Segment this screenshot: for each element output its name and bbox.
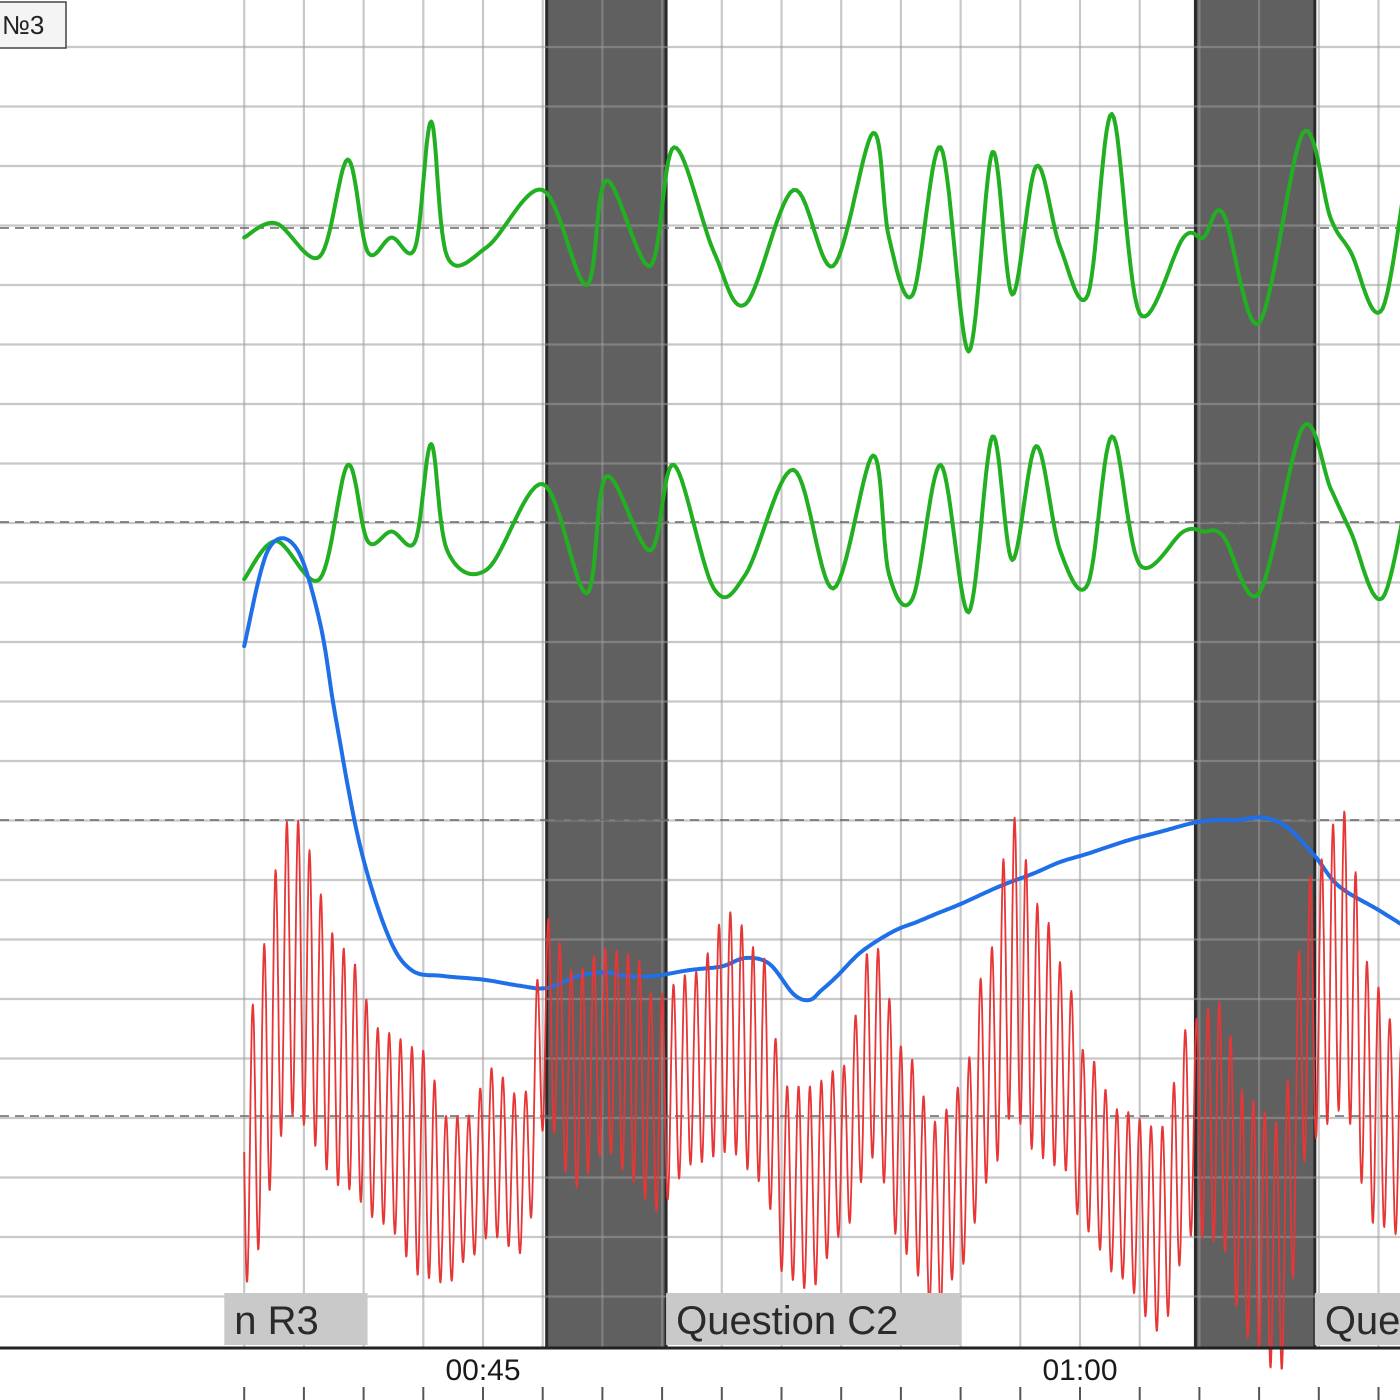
question-label: Question C2 [676, 1299, 898, 1343]
chart-tag: №3 [0, 1, 67, 49]
chart-tag-text: №3 [2, 10, 44, 40]
chart-tag-box [0, 1, 67, 49]
grid [0, 0, 1400, 1348]
series-line [242, 112, 1400, 354]
question-label-box [224, 1293, 368, 1345]
question-label: Question C3 [1325, 1299, 1400, 1343]
series-line [242, 536, 1400, 1003]
x-tick-label: 01:00 [1042, 1354, 1117, 1387]
question-label: n R3 [234, 1299, 318, 1343]
question-label-box [666, 1293, 961, 1345]
channel-baselines [0, 227, 1400, 1117]
x-tick-label: 00:45 [445, 1354, 520, 1387]
series-line [242, 422, 1400, 615]
question-label-box [1314, 1293, 1400, 1345]
question-labels: n R3 Question C2 Question C3 [224, 1293, 1400, 1345]
